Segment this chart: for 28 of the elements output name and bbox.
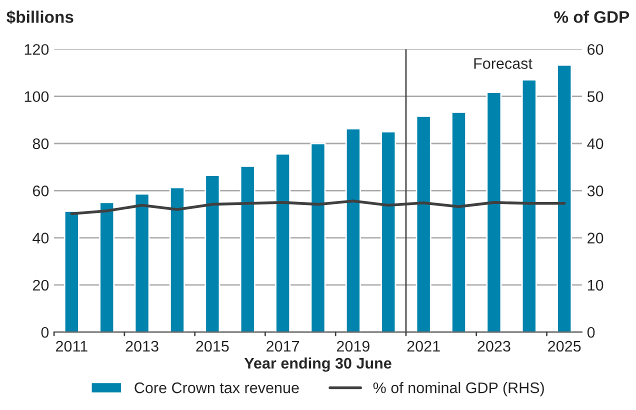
- y2-tick-label: 20: [588, 232, 604, 244]
- y2-tick-label: 10: [588, 280, 604, 291]
- y2-tick-label: 40: [587, 138, 604, 150]
- x-tick-label: 2023: [478, 340, 510, 352]
- x-axis-title: Year ending 30 June: [244, 357, 392, 372]
- x-tick-label: 2019: [336, 340, 370, 352]
- y-tick-label: 80: [32, 138, 49, 150]
- y2-tick-label: 50: [587, 91, 604, 102]
- y-tick-label: 40: [32, 232, 49, 244]
- annotation: Forecast: [474, 58, 532, 69]
- y-tick-label: 20: [32, 280, 49, 291]
- y-tick-label: 60: [32, 186, 49, 196]
- x-tick-label: 2025: [548, 340, 581, 352]
- x-tick-label: 2015: [196, 340, 229, 352]
- y-tick-label: 0: [41, 326, 49, 338]
- x-tick-label: 2021: [407, 340, 440, 352]
- y2-axis-title: % of GDP: [554, 10, 630, 23]
- y2-tick-label: 0: [587, 326, 595, 338]
- legend-label: Core Crown tax revenue: [134, 382, 299, 394]
- legend-label: % of nominal GDP (RHS): [373, 382, 544, 396]
- y-tick-label: 120: [24, 44, 49, 55]
- x-tick-label: 2017: [266, 340, 300, 352]
- y-axis-title: $billions: [6, 10, 74, 24]
- y2-tick-label: 30: [587, 186, 604, 196]
- x-tick-label: 2011: [56, 340, 88, 352]
- y-tick-label: 100: [24, 91, 49, 102]
- x-tick-label: 2013: [126, 340, 158, 352]
- y2-tick-label: 60: [588, 44, 604, 55]
